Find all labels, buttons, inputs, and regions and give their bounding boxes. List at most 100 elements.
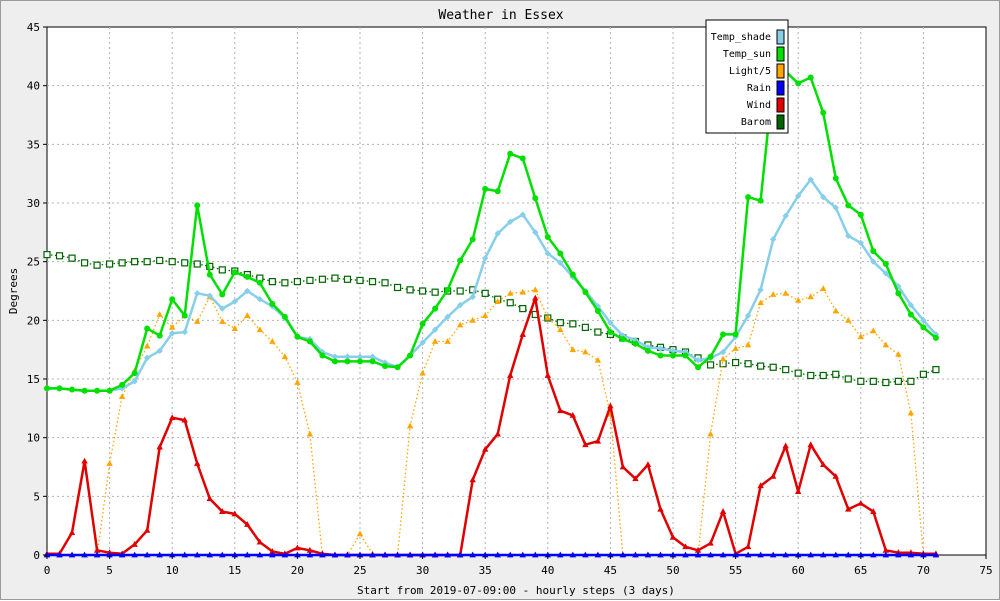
- x-tick-label: 55: [729, 564, 742, 577]
- data-point-light-5: [456, 321, 464, 328]
- data-point-temp-shade: [219, 305, 226, 312]
- data-point-temp-sun: [632, 340, 639, 347]
- data-point-rain: [444, 551, 451, 558]
- data-point-wind: [757, 482, 764, 489]
- data-point-temp-shade: [782, 212, 789, 220]
- data-point-temp-sun: [745, 194, 752, 201]
- data-point-temp-shade: [469, 293, 476, 301]
- data-point-light-5: [795, 296, 802, 303]
- data-point-light-5: [281, 353, 289, 360]
- tick-labels: 0 5 10 15 20 25 30 35 40 45 0 5 10 15 20 25 30 35 40 45 50 55…: [27, 21, 993, 577]
- data-point-temp-sun: [444, 286, 451, 293]
- data-point-temp-shade: [694, 357, 702, 364]
- legend-swatch-wind: [776, 97, 785, 113]
- data-point-temp-shade: [544, 250, 551, 257]
- data-point-light-5: [494, 298, 501, 304]
- data-point-barom: [857, 377, 865, 385]
- data-point-rain: [845, 551, 852, 558]
- data-point-light-5: [845, 316, 852, 323]
- data-point-temp-sun: [882, 261, 889, 268]
- data-point-barom: [932, 366, 940, 374]
- data-point-barom: [519, 305, 527, 313]
- data-point-temp-shade: [356, 353, 364, 360]
- data-point-temp-sun: [707, 353, 714, 360]
- data-point-barom: [181, 259, 189, 267]
- data-point-temp-shade: [769, 236, 777, 243]
- data-point-rain: [194, 551, 201, 558]
- data-point-temp-sun: [331, 358, 338, 365]
- data-point-barom: [331, 274, 339, 282]
- data-point-light-5: [269, 338, 276, 344]
- data-point-rain: [669, 551, 677, 558]
- data-point-temp-sun: [757, 197, 764, 204]
- data-point-wind: [682, 543, 689, 550]
- y-tick-label: 35: [27, 138, 40, 151]
- data-point-temp-sun: [482, 185, 489, 192]
- data-point-light-5: [557, 326, 564, 333]
- data-point-light-5: [219, 318, 226, 324]
- data-point-wind: [832, 472, 839, 479]
- data-point-rain: [657, 551, 664, 558]
- data-point-temp-shade: [194, 290, 201, 297]
- data-point-rain: [419, 551, 426, 558]
- data-point-temp-shade: [431, 326, 439, 333]
- data-point-wind: [557, 407, 564, 414]
- data-point-rain: [394, 551, 401, 558]
- data-point-temp-shade: [632, 337, 639, 344]
- data-point-rain: [406, 551, 414, 558]
- data-point-barom: [218, 266, 226, 274]
- data-point-temp-sun: [820, 109, 827, 116]
- data-point-barom: [581, 323, 589, 331]
- data-point-light-5: [807, 293, 814, 300]
- x-tick-label: 70: [917, 564, 930, 577]
- data-point-temp-shade: [532, 229, 539, 236]
- data-point-light-5: [406, 422, 414, 429]
- data-point-barom: [318, 275, 327, 283]
- data-point-rain: [857, 551, 864, 558]
- data-point-wind: [169, 414, 176, 421]
- data-point-light-5: [118, 393, 126, 399]
- data-point-rain: [644, 551, 652, 558]
- data-point-temp-shade: [932, 331, 940, 338]
- data-point-barom: [431, 288, 439, 296]
- data-point-temp-sun: [832, 175, 839, 182]
- data-point-light-5: [719, 355, 727, 362]
- data-point-temp-shade: [419, 339, 426, 346]
- data-point-barom: [819, 371, 827, 380]
- data-point-temp-sun: [494, 188, 501, 195]
- y-tick-label: 15: [27, 373, 40, 386]
- data-point-temp-sun: [695, 364, 702, 371]
- data-point-barom: [782, 366, 790, 374]
- data-point-rain: [594, 551, 602, 558]
- data-point-rain: [494, 551, 501, 558]
- data-point-temp-sun: [670, 352, 676, 359]
- data-point-barom: [131, 258, 139, 266]
- data-point-temp-sun: [281, 313, 288, 320]
- legend-swatch-temp-sun: [776, 46, 785, 62]
- data-point-light-5: [782, 289, 789, 296]
- data-point-wind: [707, 539, 714, 546]
- data-point-temp-sun: [357, 358, 363, 365]
- data-point-barom: [832, 370, 840, 378]
- y-tick-label: 20: [27, 314, 40, 327]
- x-tick-label: 35: [479, 564, 492, 577]
- data-point-rain: [870, 551, 877, 558]
- data-point-temp-shade: [131, 378, 138, 385]
- data-point-wind: [857, 499, 864, 506]
- data-point-light-5: [507, 289, 514, 296]
- y-tick-label: 10: [27, 432, 40, 445]
- data-point-temp-sun: [394, 364, 401, 371]
- data-point-barom: [794, 369, 802, 377]
- data-point-barom: [368, 278, 377, 286]
- data-point-barom: [105, 260, 114, 268]
- data-point-temp-sun: [319, 352, 326, 359]
- data-point-temp-sun: [457, 257, 464, 264]
- data-point-barom: [356, 276, 364, 285]
- data-point-temp-shade: [344, 353, 351, 360]
- series-layer: [43, 68, 940, 558]
- data-point-light-5: [156, 311, 163, 317]
- data-point-rain: [719, 551, 727, 558]
- data-point-temp-sun: [532, 195, 539, 202]
- data-point-rain: [344, 551, 351, 558]
